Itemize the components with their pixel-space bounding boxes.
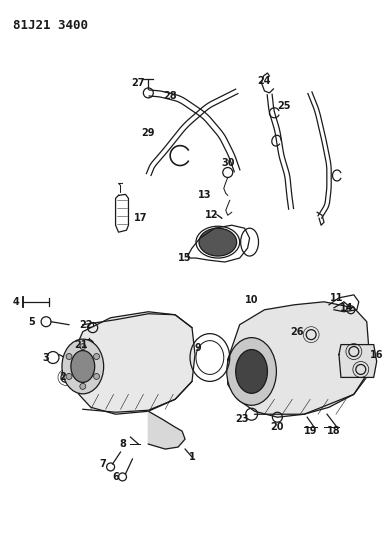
Text: 25: 25 — [277, 101, 291, 111]
Text: 4: 4 — [13, 297, 20, 307]
Polygon shape — [339, 345, 377, 377]
Text: 22: 22 — [79, 320, 92, 330]
Text: 20: 20 — [271, 422, 284, 432]
Polygon shape — [73, 312, 195, 414]
Text: 10: 10 — [245, 295, 259, 305]
Circle shape — [80, 383, 86, 389]
Polygon shape — [148, 411, 185, 449]
Text: 11: 11 — [330, 293, 344, 303]
Text: 14: 14 — [340, 303, 354, 313]
Text: 6: 6 — [112, 472, 119, 482]
Text: 30: 30 — [221, 158, 235, 167]
Polygon shape — [228, 302, 369, 417]
Text: 29: 29 — [142, 128, 155, 138]
Text: 19: 19 — [305, 426, 318, 436]
Text: 3: 3 — [43, 352, 50, 362]
Ellipse shape — [62, 339, 104, 394]
Ellipse shape — [236, 350, 267, 393]
Text: 21: 21 — [74, 340, 87, 350]
Text: 1: 1 — [188, 452, 195, 462]
Circle shape — [94, 374, 99, 379]
Text: 81J21 3400: 81J21 3400 — [13, 19, 88, 33]
Text: 12: 12 — [205, 210, 219, 220]
Text: 13: 13 — [198, 190, 212, 200]
Text: 24: 24 — [258, 76, 271, 86]
Circle shape — [66, 374, 72, 379]
Text: 2: 2 — [60, 373, 66, 382]
Circle shape — [66, 353, 72, 360]
Text: 27: 27 — [132, 78, 145, 88]
Text: 17: 17 — [134, 213, 147, 223]
Text: 9: 9 — [195, 343, 201, 352]
Circle shape — [94, 353, 99, 360]
Text: 23: 23 — [235, 414, 248, 424]
Ellipse shape — [199, 228, 237, 256]
Text: 15: 15 — [178, 253, 192, 263]
Ellipse shape — [71, 351, 95, 382]
Text: 18: 18 — [327, 426, 341, 436]
Circle shape — [80, 344, 86, 350]
Text: 28: 28 — [163, 91, 177, 101]
Text: 8: 8 — [119, 439, 126, 449]
Ellipse shape — [227, 337, 276, 405]
Text: 26: 26 — [291, 327, 304, 337]
Text: 16: 16 — [370, 350, 384, 360]
Text: 5: 5 — [28, 317, 34, 327]
Text: 7: 7 — [99, 459, 106, 469]
